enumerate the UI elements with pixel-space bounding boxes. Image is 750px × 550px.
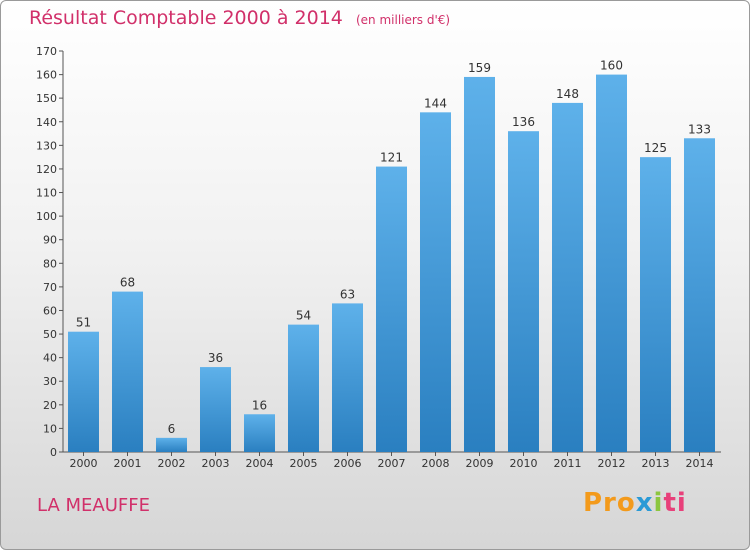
y-tick-label: 160 xyxy=(36,69,57,82)
y-tick-label: 80 xyxy=(43,257,57,270)
y-tick-label: 70 xyxy=(43,281,57,294)
bar-value-label: 148 xyxy=(556,87,579,101)
x-tick-label: 2007 xyxy=(378,457,406,470)
bar xyxy=(552,102,583,453)
bar-value-label: 125 xyxy=(644,141,667,155)
y-tick-label: 30 xyxy=(43,375,57,388)
x-tick-label: 2013 xyxy=(642,457,670,470)
y-tick-label: 170 xyxy=(36,45,57,58)
bar xyxy=(596,74,627,453)
bar xyxy=(156,437,187,452)
y-tick-label: 140 xyxy=(36,116,57,129)
y-tick-label: 60 xyxy=(43,304,57,317)
bar xyxy=(640,157,671,452)
bar-value-label: 54 xyxy=(296,309,311,323)
bar xyxy=(376,166,407,453)
city-name: LA MEAUFFE xyxy=(37,495,150,516)
bar-value-label: 144 xyxy=(424,96,447,110)
bar xyxy=(288,324,319,452)
bar-value-label: 68 xyxy=(120,276,135,290)
x-tick-label: 2006 xyxy=(334,457,362,470)
bars: 51 68 6 36 16 54 63 121 144 159 136 148 160 125 133 xyxy=(68,59,715,453)
x-tick-label: 2011 xyxy=(554,457,582,470)
bar-value-label: 16 xyxy=(252,398,267,412)
y-tick-label: 100 xyxy=(36,210,57,223)
y-tick-label: 90 xyxy=(43,234,57,247)
bar-value-label: 159 xyxy=(468,61,491,75)
bar xyxy=(420,112,451,453)
bar xyxy=(112,291,143,452)
y-tick-label: 150 xyxy=(36,92,57,105)
x-tick-label: 2002 xyxy=(158,457,186,470)
bar xyxy=(200,367,231,452)
y-tick-label: 40 xyxy=(43,352,57,365)
x-tick-label: 2010 xyxy=(510,457,538,470)
x-tick-label: 2009 xyxy=(466,457,494,470)
bar-value-label: 36 xyxy=(208,351,223,365)
y-tick-label: 130 xyxy=(36,139,57,152)
bar xyxy=(332,303,363,452)
x-tick-label: 2001 xyxy=(114,457,142,470)
bar-value-label: 160 xyxy=(600,59,623,73)
x-tick-label: 2012 xyxy=(598,457,626,470)
x-tick-label: 2000 xyxy=(70,457,98,470)
y-tick-label: 0 xyxy=(50,446,57,459)
bar-value-label: 51 xyxy=(76,316,91,330)
chart-title: Résultat Comptable 2000 à 2014 xyxy=(29,7,343,29)
y-tick-label: 50 xyxy=(43,328,57,341)
y-tick-label: 10 xyxy=(43,422,57,435)
x-tick-label: 2004 xyxy=(246,457,274,470)
y-tick-label: 20 xyxy=(43,399,57,412)
bar-value-label: 63 xyxy=(340,287,355,301)
x-tick-label: 2014 xyxy=(686,457,714,470)
axes: 0 10 20 30 40 50 60 70 80 90 100 110 120 130 140 150 160… xyxy=(36,45,721,470)
bar-value-label: 121 xyxy=(380,151,403,165)
bar-value-label: 6 xyxy=(168,422,176,436)
bar-value-label: 133 xyxy=(688,122,711,136)
x-tick-label: 2008 xyxy=(422,457,450,470)
chart-subtitle: (en milliers d'€) xyxy=(355,13,451,27)
bar-value-label: 136 xyxy=(512,115,535,129)
bar xyxy=(68,331,99,452)
x-tick-label: 2005 xyxy=(290,457,318,470)
bar xyxy=(684,138,715,452)
chart-title-block: Résultat Comptable 2000 à 2014 (en milli… xyxy=(29,7,450,29)
bar xyxy=(244,414,275,452)
y-tick-label: 120 xyxy=(36,163,57,176)
proxiti-logo: Proxiti xyxy=(583,488,687,518)
bar xyxy=(508,131,539,452)
y-tick-label: 110 xyxy=(36,187,57,200)
bar xyxy=(464,76,495,453)
x-tick-label: 2003 xyxy=(202,457,230,470)
